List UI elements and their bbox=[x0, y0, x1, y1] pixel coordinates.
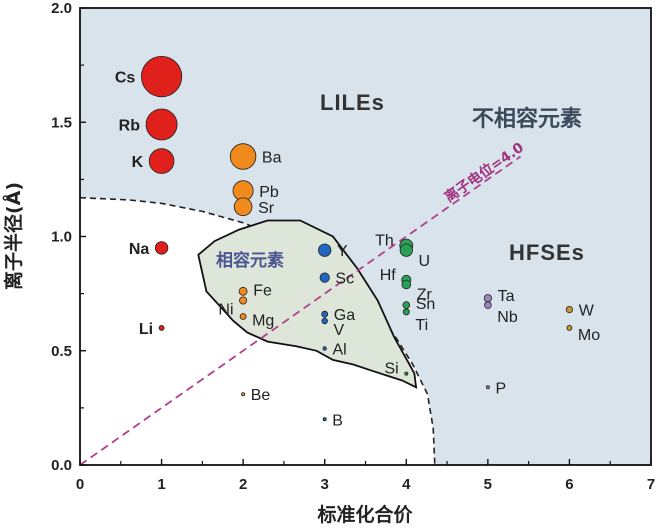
point-ba bbox=[229, 143, 257, 170]
point-u bbox=[399, 243, 413, 257]
label-p: P bbox=[496, 380, 507, 397]
point-zr bbox=[401, 279, 412, 290]
label-be: Be bbox=[251, 387, 271, 404]
point-na bbox=[154, 241, 169, 255]
point-cs bbox=[141, 55, 183, 98]
point-sc bbox=[319, 272, 330, 283]
y-tick-label: 1.5 bbox=[51, 114, 72, 131]
label-k: K bbox=[132, 154, 144, 171]
x-tick-label: 0 bbox=[76, 476, 84, 493]
point-mg bbox=[239, 313, 247, 320]
x-tick-label: 3 bbox=[321, 476, 329, 493]
liles-region-title: LILEs bbox=[320, 90, 385, 115]
label-rb: Rb bbox=[119, 118, 141, 135]
y-tick-label: 0.5 bbox=[51, 343, 72, 360]
x-tick-label: 7 bbox=[647, 476, 655, 493]
label-li: Li bbox=[139, 321, 153, 338]
point-sn bbox=[402, 301, 411, 309]
label-si: Si bbox=[384, 361, 398, 378]
label-ta: Ta bbox=[498, 288, 515, 305]
label-sc: Sc bbox=[335, 271, 354, 288]
label-mg: Mg bbox=[252, 313, 274, 330]
point-ni bbox=[239, 296, 248, 305]
x-axis-title: 标准化合价 bbox=[317, 503, 413, 526]
compatible-region-title: 相容元素 bbox=[216, 250, 284, 271]
element-points bbox=[141, 55, 574, 422]
label-cs: Cs bbox=[115, 70, 136, 87]
label-ti: Ti bbox=[415, 317, 428, 334]
label-b: B bbox=[332, 412, 343, 429]
point-y bbox=[318, 243, 332, 257]
axis-ticks bbox=[79, 7, 652, 466]
label-al: Al bbox=[333, 342, 347, 359]
point-w bbox=[565, 305, 574, 314]
hfses-region-title: HFSEs bbox=[509, 240, 585, 265]
incompatible-region bbox=[80, 8, 651, 465]
point-si bbox=[404, 371, 409, 376]
label-hf: Hf bbox=[380, 267, 397, 284]
label-th: Th bbox=[375, 233, 394, 250]
label-y: Y bbox=[337, 243, 348, 260]
point-v bbox=[321, 317, 328, 325]
point-ga bbox=[321, 310, 329, 318]
x-tick-label: 5 bbox=[484, 476, 492, 493]
point-be bbox=[241, 392, 246, 397]
label-ba: Ba bbox=[262, 150, 282, 167]
label-ni: Ni bbox=[218, 302, 233, 319]
point-nb bbox=[484, 301, 492, 309]
x-tick-labels: 0 1 2 3 4 5 6 7 bbox=[76, 476, 655, 493]
y-axis-title: 离子半径(Å) bbox=[1, 182, 25, 290]
incompatible-region-title: 不相容元素 bbox=[472, 106, 582, 132]
label-ga: Ga bbox=[334, 307, 355, 324]
label-fe: Fe bbox=[253, 282, 272, 299]
label-sn: Sn bbox=[416, 296, 436, 313]
element-labels: CsRbKNaLiBaPbSrFeNiMgBeYScGaVAlBThUHfZrS… bbox=[115, 70, 600, 430]
y-tick-label: 2.0 bbox=[51, 0, 72, 17]
y-tick-label: 1.0 bbox=[51, 229, 72, 246]
point-al bbox=[322, 346, 327, 351]
label-u: U bbox=[419, 253, 431, 270]
point-k bbox=[148, 148, 175, 174]
label-v: V bbox=[334, 322, 345, 339]
label-na: Na bbox=[129, 241, 150, 258]
point-li bbox=[158, 324, 165, 331]
point-rb bbox=[145, 108, 178, 141]
label-nb: Nb bbox=[497, 309, 518, 326]
x-tick-label: 4 bbox=[402, 476, 411, 493]
point-ta bbox=[483, 294, 492, 303]
label-zr: Zr bbox=[417, 287, 433, 304]
y-tick-labels: 0.0 0.5 1.0 1.5 2.0 bbox=[51, 0, 72, 474]
point-sr bbox=[233, 197, 253, 217]
label-mo: Mo bbox=[578, 327, 600, 344]
label-pb: Pb bbox=[259, 184, 279, 201]
x-tick-label: 2 bbox=[239, 476, 247, 493]
compatible-region bbox=[197, 219, 418, 389]
x-tick-label: 1 bbox=[157, 476, 165, 493]
point-mo bbox=[566, 324, 573, 331]
incompatible-boundary-line bbox=[80, 196, 436, 465]
x-tick-label: 6 bbox=[565, 476, 573, 493]
label-w: W bbox=[579, 303, 595, 320]
point-b bbox=[322, 417, 327, 422]
point-ti bbox=[402, 308, 410, 316]
y-tick-label: 0.0 bbox=[51, 457, 72, 474]
label-sr: Sr bbox=[258, 200, 275, 217]
point-fe bbox=[238, 286, 248, 296]
point-p bbox=[485, 385, 490, 390]
ionic-potential-line bbox=[80, 155, 522, 465]
